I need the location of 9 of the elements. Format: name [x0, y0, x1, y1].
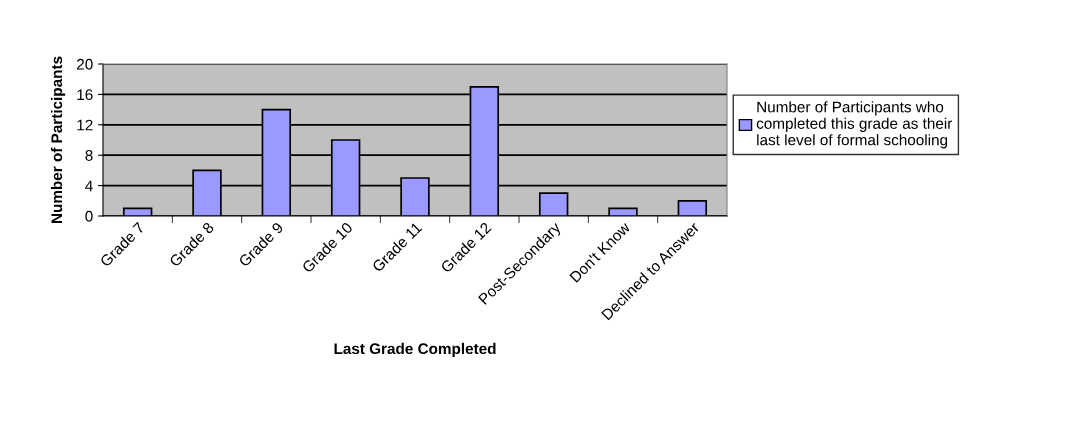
x-axis-title: Last Grade Completed: [334, 342, 496, 358]
legend-label: Number of Participants who completed this grade as their last level of formal schooling: [756, 101, 953, 149]
y-axis-title: Number of Participants: [50, 56, 66, 224]
y-tick-label: 16: [77, 89, 93, 101]
y-tick-label: 12: [77, 119, 93, 131]
y-tick-label: 20: [77, 58, 93, 70]
y-tick-label: 0: [85, 210, 93, 222]
y-tick-label: 4: [85, 180, 93, 192]
y-tick-label: 8: [85, 150, 93, 161]
